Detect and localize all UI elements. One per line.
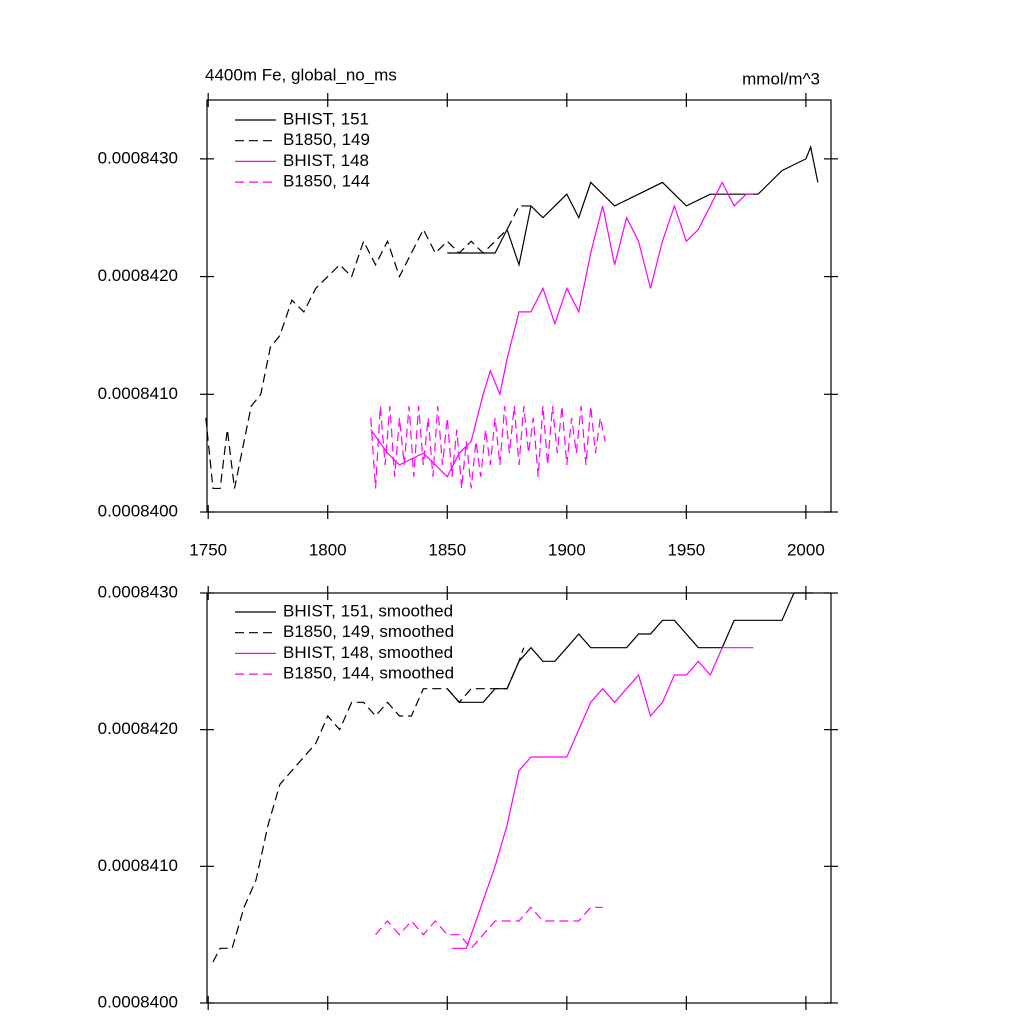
- units-label: mmol/m^3: [742, 69, 820, 88]
- x-tick-label: 1800: [309, 540, 347, 559]
- x-tick-label: 1900: [548, 540, 586, 559]
- legend-label: BHIST, 151: [283, 109, 369, 128]
- data-line: [212, 647, 525, 963]
- y-tick-label: 0.0008420: [98, 266, 178, 285]
- x-tick-label: 1850: [428, 540, 466, 559]
- legend-label: BHIST, 148, smoothed: [283, 643, 453, 662]
- data-line: [370, 405, 606, 489]
- y-tick-label: 0.0008400: [98, 501, 178, 520]
- data-line: [375, 906, 603, 950]
- legend-label: B1850, 144, smoothed: [283, 664, 454, 683]
- legend-label: B1850, 144: [283, 172, 370, 191]
- legend-label: BHIST, 148: [283, 151, 369, 170]
- data-line: [452, 647, 754, 949]
- legend-label: BHIST, 151, smoothed: [283, 601, 453, 620]
- legend-label: B1850, 149: [283, 130, 370, 149]
- y-tick-label: 0.0008410: [98, 856, 178, 875]
- plot-frame: [206, 99, 832, 513]
- data-line: [205, 205, 531, 490]
- data-line: [446, 592, 814, 703]
- plot-frame: [206, 592, 832, 1004]
- data-line: [447, 145, 819, 268]
- y-tick-label: 0.0008430: [98, 148, 178, 167]
- y-tick-label: 0.0008400: [98, 992, 178, 1011]
- y-tick-label: 0.0008410: [98, 384, 178, 403]
- y-tick-label: 0.0008420: [98, 719, 178, 738]
- x-tick-label: 2000: [787, 540, 825, 559]
- chart-title: 4400m Fe, global_no_ms: [205, 65, 397, 84]
- x-tick-label: 1750: [189, 540, 227, 559]
- data-line: [370, 181, 754, 478]
- legend-label: B1850, 149, smoothed: [283, 622, 454, 641]
- y-tick-label: 0.0008430: [98, 582, 178, 601]
- x-tick-label: 1950: [667, 540, 705, 559]
